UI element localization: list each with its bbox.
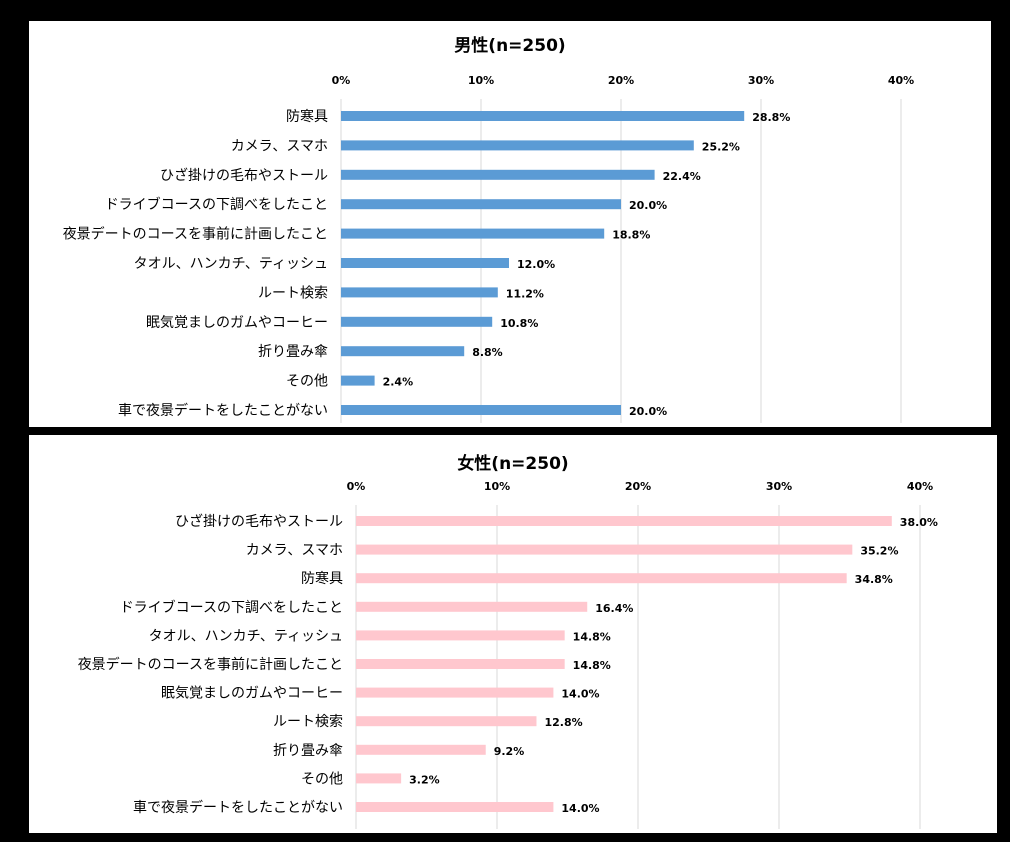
data-label: 34.8% — [855, 573, 893, 586]
category-label: ひざ掛けの毛布やストール — [175, 513, 343, 530]
category-label: 車で夜景デートをしたことがない — [118, 402, 328, 419]
x-tick-label: 10% — [484, 480, 510, 493]
bar — [341, 140, 694, 151]
data-label: 3.2% — [409, 773, 440, 786]
bar — [341, 111, 745, 121]
bar — [356, 601, 588, 612]
bar — [356, 687, 554, 698]
bar — [341, 346, 465, 357]
male-chart-panel: 男性(n=250) 0% 10% 20% 30% 40% 防寒具カメラ、スマホひざ掛けの… — [29, 21, 991, 427]
category-label: 眠気覚ましのガムやコーヒー — [161, 686, 343, 702]
category-label: 夜景デートのコースを事前に計画したこと — [63, 226, 328, 243]
x-tick-label: 0% — [332, 74, 351, 87]
category-label: 眠気覚ましのガムやコーヒー — [146, 315, 328, 331]
data-label: 14.0% — [561, 802, 599, 815]
bar — [356, 744, 486, 755]
data-label: 14.8% — [573, 630, 611, 643]
bar — [341, 228, 605, 239]
category-label: 車で夜景デートをしたことがない — [133, 799, 343, 816]
bar — [356, 659, 565, 669]
bar — [341, 405, 621, 415]
male-chart: 男性(n=250) 0% 10% 20% 30% 40% 防寒具カメラ、スマホひざ掛けの… — [63, 35, 914, 423]
data-label: 25.2% — [702, 140, 740, 153]
bar — [341, 258, 509, 268]
data-label: 14.0% — [561, 688, 599, 701]
x-tick-label: 0% — [347, 480, 366, 493]
bar — [341, 316, 493, 327]
data-label: 20.0% — [629, 405, 667, 418]
category-label: ルート検索 — [273, 713, 343, 730]
x-tick-label: 20% — [625, 480, 651, 493]
category-label: その他 — [301, 771, 343, 787]
category-label: ドライブコースの下調べをしたこと — [120, 599, 343, 616]
x-tick-label: 40% — [888, 74, 914, 87]
data-label: 35.2% — [860, 545, 898, 558]
category-label: 夜景デートのコースを事前に計画したこと — [78, 656, 343, 673]
chart-title: 男性(n=250) — [454, 35, 565, 56]
x-tick-label: 30% — [748, 74, 774, 87]
bar — [356, 630, 565, 641]
category-label: 防寒具 — [301, 570, 343, 587]
data-label: 16.4% — [595, 602, 633, 615]
data-label: 2.4% — [383, 376, 414, 389]
chart-title: 女性(n=250) — [457, 453, 568, 474]
x-tick-label: 30% — [766, 480, 792, 493]
category-label: 折り畳み傘 — [258, 344, 328, 360]
bar — [341, 375, 375, 386]
data-label: 28.8% — [752, 111, 790, 124]
bar — [356, 544, 853, 555]
data-label: 10.8% — [500, 317, 538, 330]
bar — [341, 169, 655, 180]
data-label: 8.8% — [472, 346, 503, 359]
bar — [356, 802, 554, 812]
x-tick-label: 20% — [608, 74, 634, 87]
category-label: カメラ、スマホ — [231, 138, 328, 154]
category-label: ドライブコースの下調べをしたこと — [105, 196, 328, 213]
bar — [356, 516, 892, 526]
x-tick-label: 40% — [907, 480, 933, 493]
data-label: 38.0% — [900, 516, 938, 529]
category-label: その他 — [286, 374, 328, 390]
data-label: 22.4% — [663, 170, 701, 183]
category-label: 折り畳み傘 — [273, 743, 343, 759]
bar — [356, 716, 537, 727]
category-label: 防寒具 — [286, 108, 328, 125]
data-label: 12.8% — [544, 716, 582, 729]
bar — [341, 287, 498, 298]
bar — [356, 773, 402, 784]
data-label: 12.0% — [517, 258, 555, 271]
female-chart: 女性(n=250) 0% 10% 20% 30% 40% ひざ掛けの毛布やストールカメラ… — [78, 453, 938, 829]
category-label: カメラ、スマホ — [246, 543, 343, 559]
bar — [341, 199, 621, 210]
x-tick-label: 10% — [468, 74, 494, 87]
data-label: 14.8% — [573, 659, 611, 672]
data-label: 18.8% — [612, 229, 650, 242]
category-label: タオル、ハンカチ、ティッシュ — [149, 628, 343, 644]
category-label: ひざ掛けの毛布やストール — [160, 167, 328, 184]
data-label: 20.0% — [629, 199, 667, 212]
data-label: 11.2% — [506, 287, 544, 300]
bar — [356, 573, 847, 584]
female-chart-panel: 女性(n=250) 0% 10% 20% 30% 40% ひざ掛けの毛布やストールカメラ… — [29, 435, 997, 833]
data-label: 9.2% — [494, 745, 525, 758]
category-label: タオル、ハンカチ、ティッシュ — [134, 256, 328, 272]
category-label: ルート検索 — [258, 284, 328, 301]
